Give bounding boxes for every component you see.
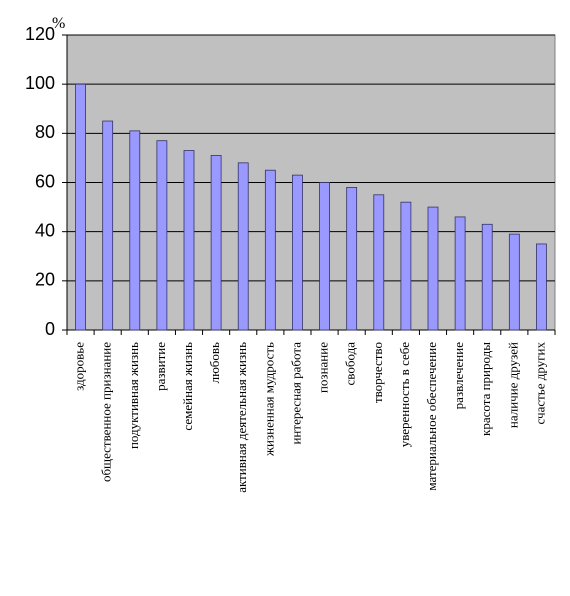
bar <box>237 162 249 331</box>
bar <box>508 233 520 331</box>
x-tick-label: интересная работа <box>288 342 303 445</box>
x-tick-label: творчество <box>370 342 385 403</box>
x-tick-label: развитие <box>153 342 168 391</box>
x-tick-label: развлечение <box>451 342 466 410</box>
bar <box>346 187 358 331</box>
x-tick-label: активная деятельная жизнь <box>234 342 249 493</box>
bar <box>264 169 276 331</box>
x-tick-label: свобода <box>343 342 358 386</box>
bar <box>292 174 303 331</box>
y-tick-label: 80 <box>35 122 55 142</box>
x-tick-label: наличие друзей <box>505 342 520 428</box>
y-tick-label: 40 <box>35 220 55 240</box>
bar <box>129 130 141 331</box>
x-tick-label: любовь <box>207 342 222 383</box>
bar <box>319 182 330 331</box>
x-tick-label: здоровье <box>72 342 87 391</box>
bar <box>102 120 114 331</box>
y-tick-label: 0 <box>45 319 55 339</box>
bar <box>427 206 439 331</box>
bar <box>210 155 222 331</box>
bar <box>400 201 412 331</box>
x-tick-label: жизненная мудрость <box>261 342 276 457</box>
x-tick-label: красота природы <box>478 342 493 436</box>
y-axis-label: % <box>52 15 65 32</box>
y-tick-label: 120 <box>25 24 55 44</box>
y-tick-label: 20 <box>35 270 55 290</box>
bar <box>75 83 86 331</box>
bar <box>536 243 547 331</box>
x-tick-label: познание <box>316 342 331 393</box>
bar <box>156 140 168 331</box>
x-tick-label: общественное признание <box>99 342 114 482</box>
x-tick-label: материальное обеспечение <box>424 342 439 491</box>
bar <box>454 216 466 331</box>
y-tick-label: 60 <box>35 171 55 191</box>
x-tick-label: счастье других <box>532 342 547 425</box>
y-tick-label: 100 <box>25 73 55 93</box>
x-tick-label: семейная жизнь <box>180 342 195 431</box>
x-tick-label: уверенность в себе <box>397 342 412 447</box>
bar <box>183 150 195 331</box>
x-tick-label: подуктивная жизнь <box>126 342 141 449</box>
bar <box>373 194 385 331</box>
bar <box>481 223 493 331</box>
